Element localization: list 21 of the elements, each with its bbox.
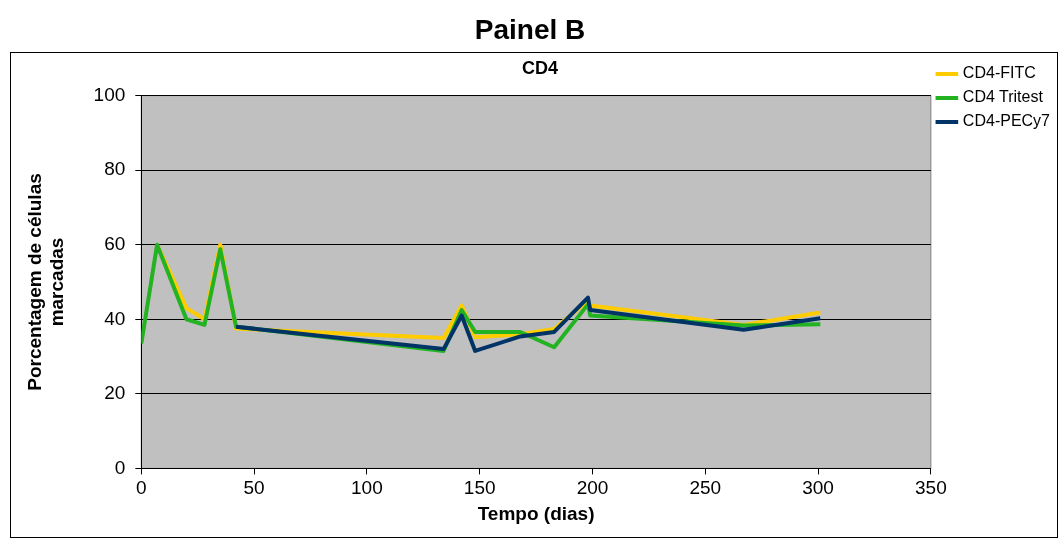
legend-label: CD4 Tritest <box>962 88 1044 106</box>
y-tick-label: 100 <box>93 83 126 105</box>
chart-title: Painel B <box>473 14 587 46</box>
x-tick-label: 100 <box>351 477 383 499</box>
x-tick-label: 150 <box>463 477 496 499</box>
y-tick-label: 80 <box>104 158 126 180</box>
x-tick-label: 0 <box>136 477 147 499</box>
y-tick-label: 0 <box>114 456 126 478</box>
chart-subtitle: CD4 <box>521 57 559 78</box>
y-tick-label: 40 <box>104 307 126 329</box>
x-tick-label: 350 <box>915 477 947 499</box>
y-axis-title: Porcentagem de células marcadas <box>23 173 68 391</box>
y-tick-label: 60 <box>104 232 126 254</box>
x-tick-label: 300 <box>802 477 834 499</box>
x-tick-label: 200 <box>576 477 609 499</box>
y-tick-label: 20 <box>104 382 126 404</box>
x-tick-label: 50 <box>243 477 265 499</box>
x-axis-title: Tempo (dias) <box>477 502 595 524</box>
x-tick-label: 250 <box>689 477 722 499</box>
legend-label: CD4-PECy7 <box>962 112 1051 130</box>
legend-label: CD4-FITC <box>962 64 1036 82</box>
